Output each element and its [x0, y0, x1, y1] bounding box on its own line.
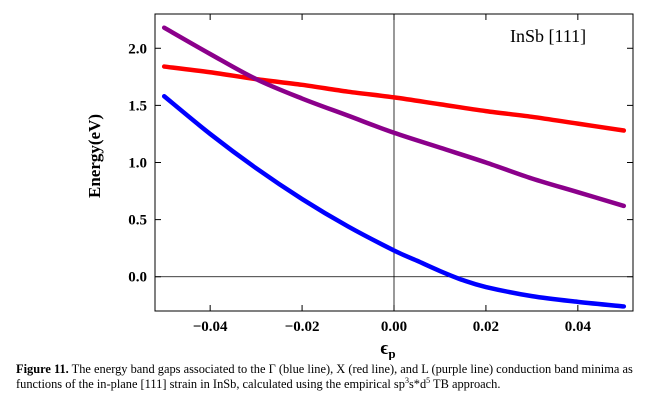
x-tick-label: −0.04	[193, 319, 228, 335]
figure-caption: Figure 11. The energy band gaps associat…	[16, 362, 658, 392]
x-tick-label: 0.04	[565, 319, 592, 335]
x-axis-title: ϵp	[380, 338, 395, 360]
ticks-group: −0.04 −0.02 0.00 0.02 0.04 0.0 0.5 1.0 1.5 2.0	[128, 14, 633, 335]
y-tick-label: 1.0	[128, 156, 147, 172]
series-line-gamma	[161, 93, 627, 309]
series-line-x	[161, 64, 627, 133]
y-tick-label: 2.0	[128, 41, 147, 57]
y-tick-label: 1.5	[128, 98, 147, 114]
y-tick-label: 0.5	[128, 213, 147, 229]
chart-annotation: InSb [111]	[510, 26, 586, 46]
caption-label: Figure 11.	[16, 362, 69, 376]
reference-lines-group	[155, 14, 633, 311]
x-tick-label: 0.02	[473, 319, 499, 335]
x-axis-title-subscript: p	[388, 346, 395, 360]
x-axis-title-symbol: ϵ	[380, 338, 388, 359]
caption-text-2: s*d	[408, 377, 427, 391]
x-tick-label: 0.00	[381, 319, 407, 335]
caption-text-3: TB approach.	[430, 377, 501, 391]
series-group	[161, 25, 627, 309]
caption-text-1: The energy band gaps associated to the Γ…	[16, 362, 633, 391]
x-tick-label: −0.02	[285, 319, 320, 335]
caption-sup-1: 3	[404, 375, 409, 385]
caption-sup-2: 5	[426, 375, 431, 385]
series-line-l	[161, 25, 627, 209]
y-axis-title: Energy(eV)	[85, 114, 104, 198]
y-tick-label: 0.0	[128, 270, 147, 286]
chart-plot: −0.04 −0.02 0.00 0.02 0.04 0.0 0.5 1.0 1.5 2.0 In…	[85, 13, 634, 360]
